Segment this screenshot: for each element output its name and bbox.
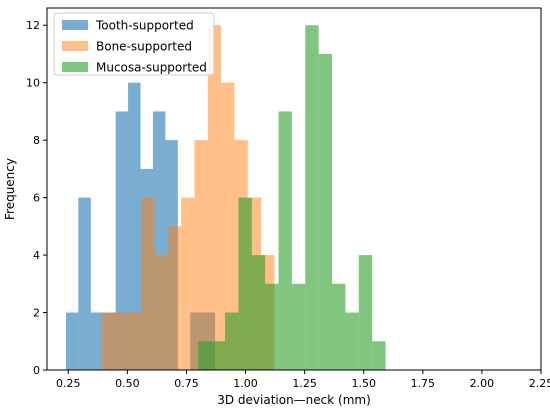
legend-swatch [62,62,88,72]
histogram-bar [198,341,212,370]
x-tick-label: 2.00 [470,377,495,390]
histogram-bar [65,312,79,370]
histogram-bar [114,312,128,370]
histogram-bar [127,312,142,370]
histogram-bar [78,197,91,370]
legend-swatch [62,20,88,30]
plot-frame [46,7,542,371]
legend-box [53,12,215,76]
y-tick-label: 4 [33,249,40,262]
x-tick-label: 2.25 [529,377,550,390]
histogram-bar [211,341,226,370]
y-tick-label: 2 [33,307,40,320]
x-tick-label: 0.25 [56,377,81,390]
x-tick-label: 1.50 [351,377,376,390]
histogram-bar [128,82,141,370]
legend-entry-label: Mucosa-supported [96,61,207,75]
histogram-bar [238,197,252,370]
x-axis-label: 3D deviation—neck (mm) [217,393,371,407]
histogram-bar [221,82,235,370]
x-tick-label: 0.75 [174,377,199,390]
legend-swatch [62,41,88,51]
histogram-bar [167,226,182,370]
histogram-bar [318,53,333,370]
legend-entry-label: Tooth-supported [95,19,194,33]
histogram-bar [345,312,359,370]
x-tick-label: 1.25 [292,377,317,390]
histogram-bar [115,111,129,370]
x-tick-label: 0.50 [115,377,140,390]
histogram-bar [225,312,239,370]
histogram-bar [358,255,373,370]
histogram-bar [305,25,319,370]
histogram-bar [181,197,195,370]
x-tick-label: 1.75 [411,377,436,390]
histogram-bar [251,255,266,370]
x-tick-label: 1.00 [233,377,258,390]
histogram-bar [101,312,115,370]
y-tick-label: 10 [26,77,40,90]
y-tick-label: 8 [33,134,40,147]
histogram-bar [291,283,306,370]
histogram-bar [372,341,386,370]
histogram-bar [207,25,222,370]
histogram-bar [194,140,208,370]
y-tick-label: 12 [26,19,40,32]
y-tick-label: 6 [33,192,40,205]
y-axis-ticks: 0 2 4 6 8 10 12 [26,19,47,377]
histogram-bar [154,255,168,370]
x-axis-ticks: 0.25 0.50 0.75 1.00 1.25 1.50 1.75 2.00 2.25 [56,370,550,390]
legend-entry-label: Bone-supported [96,40,192,54]
legend: Tooth-supported Bone-supported Mucosa-supp… [53,12,215,76]
histogram-bar [332,283,346,370]
histogram-bar [278,111,292,370]
y-axis-label: Frequency [3,158,17,220]
histogram-bar [265,283,279,370]
histogram-bars [65,25,386,370]
histogram-bar [141,197,155,370]
histogram-bar [90,312,104,370]
y-tick-label: 0 [33,364,40,377]
